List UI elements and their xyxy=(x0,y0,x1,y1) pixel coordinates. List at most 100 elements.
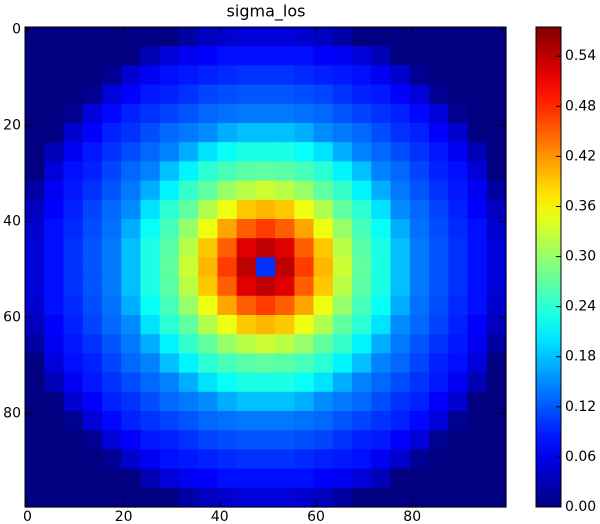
heatmap-cell xyxy=(25,334,45,354)
heatmap-cell xyxy=(448,315,469,335)
heatmap-cell xyxy=(140,372,161,393)
heatmap-cell xyxy=(467,238,488,258)
heatmap-cell xyxy=(352,295,372,316)
heatmap-cell xyxy=(101,123,122,143)
heatmap-cell xyxy=(178,372,199,393)
heatmap-cell xyxy=(82,372,103,393)
heatmap-cell xyxy=(390,219,411,239)
heatmap-cell xyxy=(486,353,507,374)
heatmap-cell xyxy=(332,372,353,393)
heatmap-cell xyxy=(409,487,430,508)
heatmap-cell xyxy=(448,219,469,239)
heatmap-cell xyxy=(467,487,488,508)
heatmap-cell xyxy=(140,449,161,470)
heatmap-cell xyxy=(390,199,411,220)
heatmap-cell xyxy=(255,315,276,335)
heatmap-cell xyxy=(409,257,430,278)
heatmap-cell xyxy=(486,46,507,66)
heatmap-cell xyxy=(275,276,295,297)
heatmap-cell xyxy=(275,46,295,66)
heatmap-cell xyxy=(63,411,84,431)
heatmap-cell xyxy=(44,487,65,508)
heatmap-cell xyxy=(467,276,488,297)
heatmap-cell xyxy=(332,103,353,124)
heatmap-cell xyxy=(217,46,238,66)
heatmap-cell xyxy=(178,84,199,105)
heatmap-cell xyxy=(255,468,276,489)
heatmap-cell xyxy=(275,430,295,450)
heatmap-cell xyxy=(217,161,238,182)
heatmap-cell xyxy=(44,199,65,220)
heatmap-cell xyxy=(25,430,45,450)
heatmap-cell xyxy=(159,27,180,47)
heatmap-cell xyxy=(25,257,45,278)
heatmap-cell xyxy=(294,353,315,374)
heatmap-cell xyxy=(121,84,142,105)
heatmap-cell xyxy=(255,334,276,354)
heatmap-cell xyxy=(332,238,353,258)
heatmap-cell xyxy=(198,411,218,431)
heatmap-cell xyxy=(467,391,488,412)
heatmap-cell xyxy=(25,27,45,47)
heatmap-cell xyxy=(121,180,142,201)
heatmap-cell xyxy=(159,65,180,86)
heatmap-cell xyxy=(332,257,353,278)
heatmap-cell xyxy=(390,487,411,508)
heatmap-cell xyxy=(429,430,449,450)
heatmap-cell xyxy=(409,391,430,412)
heatmap-cell xyxy=(63,65,84,86)
heatmap-cell xyxy=(294,84,315,105)
heatmap-cell xyxy=(409,372,430,393)
heatmap-cell xyxy=(217,123,238,143)
heatmap-cell xyxy=(63,372,84,393)
heatmap-cell xyxy=(409,276,430,297)
heatmap-cell xyxy=(121,142,142,162)
heatmap-cell xyxy=(25,65,45,86)
heatmap-cell xyxy=(178,123,199,143)
heatmap-cell xyxy=(217,238,238,258)
heatmap-cell xyxy=(429,391,449,412)
heatmap-cell xyxy=(313,449,334,470)
heatmap-cell xyxy=(448,353,469,374)
heatmap-cell xyxy=(486,430,507,450)
heatmap-cell xyxy=(236,142,257,162)
heatmap-cell xyxy=(275,315,295,335)
colorbar-tick-label: 0.54 xyxy=(565,48,596,64)
heatmap-cell xyxy=(448,295,469,316)
heatmap-cell xyxy=(217,468,238,489)
heatmap-cell xyxy=(121,334,142,354)
heatmap-cell xyxy=(275,123,295,143)
heatmap-cell xyxy=(217,65,238,86)
heatmap-cell xyxy=(44,161,65,182)
heatmap-cell xyxy=(486,334,507,354)
heatmap-cell xyxy=(409,142,430,162)
heatmap-cell xyxy=(121,27,142,47)
heatmap-cell xyxy=(236,353,257,374)
heatmap-cell xyxy=(294,65,315,86)
heatmap-cell xyxy=(409,65,430,86)
x-tick-label: 40 xyxy=(211,509,229,524)
heatmap-cell xyxy=(467,372,488,393)
heatmap-cell xyxy=(101,353,122,374)
heatmap-cell xyxy=(332,123,353,143)
heatmap-cell xyxy=(25,84,45,105)
colorbar-tick-label: 0.24 xyxy=(565,299,596,315)
heatmap-cell xyxy=(63,27,84,47)
heatmap-cell xyxy=(25,468,45,489)
heatmap-cell xyxy=(409,334,430,354)
heatmap-cell xyxy=(448,238,469,258)
heatmap-cell xyxy=(467,449,488,470)
heatmap-cell xyxy=(159,334,180,354)
heatmap-cell xyxy=(448,276,469,297)
heatmap-cell xyxy=(159,353,180,374)
heatmap-cell xyxy=(332,180,353,201)
heatmap-cell xyxy=(101,430,122,450)
heatmap-cell xyxy=(429,142,449,162)
heatmap-cell xyxy=(352,219,372,239)
heatmap-cell xyxy=(101,487,122,508)
heatmap-cell xyxy=(121,411,142,431)
heatmap-cell xyxy=(313,199,334,220)
heatmap-cell xyxy=(390,315,411,335)
heatmap-cell xyxy=(159,84,180,105)
heatmap-cell xyxy=(140,353,161,374)
